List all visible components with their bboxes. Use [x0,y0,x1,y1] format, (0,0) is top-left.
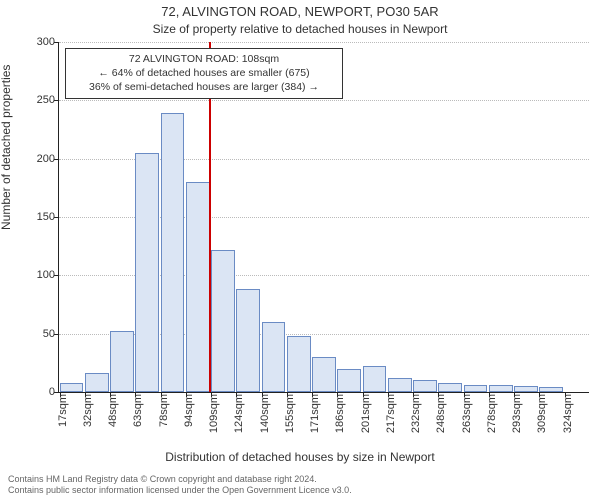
xtick-label: 124sqm [233,394,245,433]
xtick-label: 171sqm [309,394,321,433]
histogram-bar [539,387,563,392]
xtick-label: 140sqm [259,394,271,433]
histogram-bar [514,386,538,392]
annotation-line: ← 64% of detached houses are smaller (67… [72,66,336,80]
histogram-bar [388,378,412,392]
histogram-bar [186,182,210,392]
ytick-label: 250 [25,94,55,106]
xtick-label: 263sqm [461,394,473,433]
histogram-bar [287,336,311,392]
xtick-label: 217sqm [385,394,397,433]
y-axis-label: Number of detached properties [0,65,13,230]
xtick-label: 324sqm [562,394,574,433]
histogram-bar [363,366,387,392]
ytick-label: 50 [25,328,55,340]
xtick-label: 309sqm [536,394,548,433]
xtick-label: 232sqm [410,394,422,433]
annotation-box: 72 ALVINGTON ROAD: 108sqm ← 64% of detac… [65,48,343,99]
xtick-label: 63sqm [132,394,144,427]
xtick-label: 201sqm [360,394,372,433]
gridline [59,42,589,43]
histogram-bar [161,113,185,392]
ytick-label: 0 [25,386,55,398]
histogram-bar [262,322,286,392]
histogram-bar [211,250,235,392]
ytick-label: 200 [25,153,55,165]
histogram-bar [135,153,159,392]
histogram-bar [413,380,437,392]
ytick-label: 150 [25,211,55,223]
histogram-bar [438,383,462,392]
xtick-label: 109sqm [208,394,220,433]
histogram-bar [85,373,109,392]
xtick-label: 248sqm [435,394,447,433]
xtick-label: 17sqm [57,394,69,427]
xtick-label: 278sqm [486,394,498,433]
chart-title: 72, ALVINGTON ROAD, NEWPORT, PO30 5AR [0,4,600,19]
attribution-footer: Contains HM Land Registry data © Crown c… [8,474,592,497]
histogram-bar [312,357,336,392]
chart-subtitle: Size of property relative to detached ho… [0,22,600,36]
chart-container: 72, ALVINGTON ROAD, NEWPORT, PO30 5AR Si… [0,0,600,500]
x-axis-label: Distribution of detached houses by size … [0,450,600,464]
xtick-label: 78sqm [158,394,170,427]
histogram-bar [60,383,84,392]
histogram-bar [464,385,488,392]
histogram-bar [236,289,260,392]
histogram-bar [337,369,361,392]
xtick-label: 32sqm [82,394,94,427]
annotation-line: 36% of semi-detached houses are larger (… [72,80,336,94]
annotation-line: 72 ALVINGTON ROAD: 108sqm [72,52,336,66]
xtick-label: 48sqm [107,394,119,427]
histogram-bar [110,331,134,392]
ytick-label: 300 [25,36,55,48]
xtick-label: 94sqm [183,394,195,427]
footer-line: Contains public sector information licen… [8,485,592,496]
histogram-bar [489,385,513,392]
xtick-label: 293sqm [511,394,523,433]
ytick-label: 100 [25,269,55,281]
xtick-label: 186sqm [334,394,346,433]
plot-area: 05010015020025030017sqm32sqm48sqm63sqm78… [58,42,589,393]
footer-line: Contains HM Land Registry data © Crown c… [8,474,592,485]
gridline [59,100,589,101]
xtick-label: 155sqm [284,394,296,433]
